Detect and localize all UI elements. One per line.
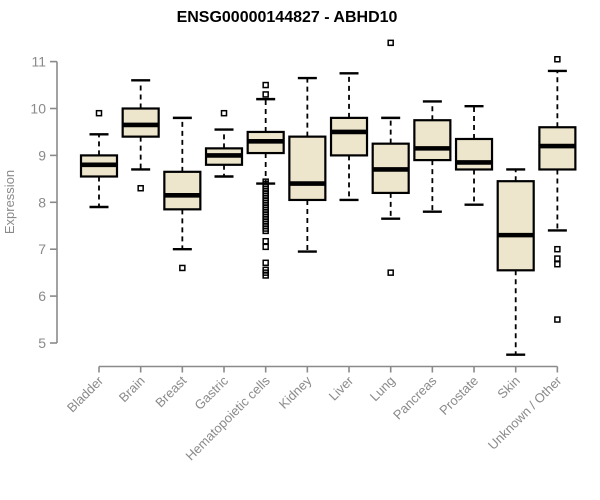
boxplot-unknown-other [538,56,577,323]
boxplot-pancreas [413,100,452,213]
x-tick-label-liver: Liver [326,373,357,404]
boxplot-gastric [204,109,244,178]
x-tick-label-brain: Brain [116,373,148,405]
x-tick-label-skin: Skin [494,373,522,401]
boxplot-brain [121,79,160,192]
outlier-point [554,316,561,323]
iqr-box [163,170,202,211]
boxplot-series [79,39,577,356]
boxplot-bladder [79,109,119,209]
y-tick-label: 8 [38,194,46,210]
outlier-point [137,184,144,192]
y-tick-label: 10 [30,101,46,117]
boxplot-liver [329,72,369,202]
outlier-point [554,255,561,262]
outlier-point [554,56,561,63]
outlier-point [387,269,394,276]
x-tick-label-lung: Lung [367,373,398,404]
iqr-box [413,119,452,162]
x-tick-label-breast: Breast [152,373,189,410]
iqr-box [121,107,160,138]
boxplot-prostate [454,104,494,206]
x-tick-label-gastric: Gastric [191,373,231,413]
outlier-point [262,259,269,267]
boxplot-kidney [288,76,327,253]
y-tick-label: 9 [38,147,46,163]
boxplot-hematopoietic-cells [246,81,285,279]
y-tick-label: 6 [38,288,46,304]
outlier-point [554,245,561,253]
y-tick-label: 11 [31,54,46,70]
y-tick-label: 7 [38,241,46,257]
outlier-point [262,272,269,279]
outlier-point [262,81,269,89]
outlier-point [262,91,269,98]
outlier-point [262,237,269,245]
x-tick-label-bladder: Bladder [64,373,107,416]
outlier-point [95,109,103,117]
y-axis-label: Expression [2,170,17,234]
boxplot-breast [163,116,202,272]
iqr-box [288,135,327,202]
y-tick-label: 5 [38,335,46,351]
iqr-box [496,180,535,272]
x-tick-label-pancreas: Pancreas [390,373,440,423]
y-axis: 5 6 7 8 9 10 11 [30,54,58,351]
outlier-point [387,39,394,47]
outlier-point [179,264,186,272]
x-tick-label-kidney: Kidney [276,373,315,412]
iqr-box [454,137,494,171]
iqr-box [538,126,577,171]
boxplot-skin [496,168,535,356]
chart-title: ENSG00000144827 - ABHD10 [177,9,398,26]
iqr-box [329,116,369,157]
x-tick-label-prostate: Prostate [436,373,481,418]
outlier-point [262,227,269,235]
boxplot-lung [371,39,410,276]
outlier-point [554,260,561,268]
x-tick-label-unknown-other: Unknown / Other [485,373,565,453]
outlier-point [220,109,228,117]
outlier-point [262,243,269,251]
